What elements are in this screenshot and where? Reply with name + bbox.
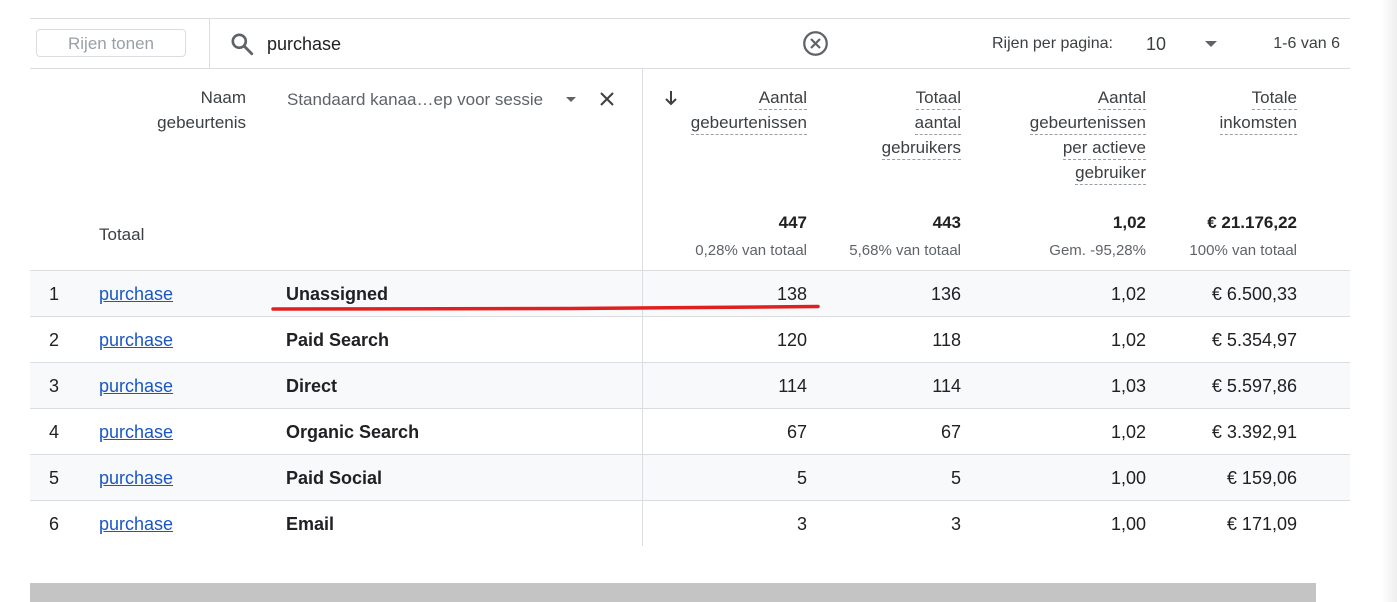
sort-descending-icon[interactable] <box>663 89 679 107</box>
pagination-text: 1-6 van 6 <box>1273 35 1340 52</box>
close-icon[interactable] <box>599 91 615 107</box>
row-index: 5 <box>49 468 60 488</box>
channel-cell: Paid Social <box>286 468 383 488</box>
per-user-cell: 1,02 <box>1110 330 1146 350</box>
per-user-cell: 1,02 <box>1110 422 1146 442</box>
dimension-dropdown-icon[interactable] <box>565 95 577 104</box>
revenue-cell: € 3.392,91 <box>1211 422 1297 442</box>
per-user-cell: 1,03 <box>1110 376 1146 396</box>
row-separator <box>30 454 1350 455</box>
row-separator <box>30 270 1350 271</box>
revenue-cell: € 171,09 <box>1226 514 1297 534</box>
clear-search-icon[interactable] <box>802 30 829 57</box>
row-separator <box>30 408 1350 409</box>
event-count-cell: 3 <box>796 514 807 534</box>
row-index: 1 <box>49 284 60 304</box>
row-index: 3 <box>49 376 60 396</box>
table-row[interactable] <box>30 501 1350 547</box>
dropdown-arrow-icon[interactable] <box>1204 39 1218 49</box>
revenue-cell: € 5.354,97 <box>1211 330 1297 350</box>
toolbar-divider <box>209 18 210 68</box>
table-row[interactable] <box>30 271 1350 317</box>
row-separator <box>30 362 1350 363</box>
event-link[interactable]: purchase <box>99 468 174 488</box>
total-event-count-sub: 0,28% van totaal <box>695 242 807 259</box>
header-total-users[interactable]: Totaal aantal gebruikers <box>881 85 961 160</box>
event-link[interactable]: purchase <box>99 284 174 304</box>
column-divider <box>642 270 643 546</box>
total-event-count: 447 <box>778 213 807 232</box>
header-total-revenue[interactable]: Totale inkomsten <box>1219 85 1297 135</box>
table-row[interactable] <box>30 455 1350 501</box>
event-link[interactable]: purchase <box>99 330 174 350</box>
row-separator <box>30 316 1350 317</box>
per-user-cell: 1,02 <box>1110 284 1146 304</box>
table-row[interactable] <box>30 363 1350 409</box>
horizontal-scrollbar[interactable] <box>30 583 1316 602</box>
channel-cell: Organic Search <box>286 422 420 442</box>
header-events-per-user[interactable]: Aantal gebeurtenissen per actieve gebrui… <box>1029 85 1146 185</box>
users-cell: 67 <box>940 422 961 442</box>
rows-per-page-label: Rijen per pagina: <box>992 35 1113 52</box>
event-count-cell: 67 <box>786 422 807 442</box>
channel-cell: Unassigned <box>286 284 389 304</box>
page-edge-shadow <box>1382 0 1397 602</box>
users-cell: 114 <box>932 376 961 396</box>
table-row[interactable] <box>30 317 1350 363</box>
search-input[interactable]: purchase <box>267 34 342 54</box>
rows-per-page-select[interactable]: 10 <box>1146 34 1167 54</box>
users-cell: 136 <box>930 284 961 304</box>
total-revenue-sub: 100% van totaal <box>1189 242 1297 259</box>
row-index: 4 <box>49 422 60 442</box>
red-annotation-line <box>271 304 820 311</box>
event-link[interactable]: purchase <box>99 376 174 396</box>
totals-label: Totaal <box>99 225 145 244</box>
row-index: 6 <box>49 514 60 534</box>
search-icon <box>231 33 254 56</box>
per-user-cell: 1,00 <box>1110 514 1146 534</box>
row-index: 2 <box>49 330 60 350</box>
channel-cell: Direct <box>286 376 338 396</box>
dimension-select[interactable]: Standaard kanaa…ep voor sessie <box>287 90 544 109</box>
revenue-cell: € 6.500,33 <box>1211 284 1297 304</box>
header-event-count[interactable]: Aantal gebeurtenissen <box>690 85 807 135</box>
event-count-cell: 120 <box>776 330 807 350</box>
total-events-per-user-sub: Gem. -95,28% <box>1049 242 1146 259</box>
show-rows-button[interactable]: Rijen tonen <box>36 29 186 57</box>
event-count-cell: 138 <box>776 284 807 304</box>
revenue-cell: € 159,06 <box>1226 468 1297 488</box>
table-row[interactable] <box>30 409 1350 455</box>
revenue-cell: € 5.597,86 <box>1211 376 1297 396</box>
toolbar-bottom-border <box>30 68 1350 69</box>
row-separator <box>30 500 1350 501</box>
total-users: 443 <box>932 213 961 232</box>
users-cell: 3 <box>950 514 961 534</box>
event-link[interactable]: purchase <box>99 514 174 534</box>
users-cell: 5 <box>950 468 961 488</box>
event-link[interactable]: purchase <box>99 422 174 442</box>
channel-cell: Paid Search <box>286 330 390 350</box>
users-cell: 118 <box>932 330 961 350</box>
per-user-cell: 1,00 <box>1110 468 1146 488</box>
event-count-cell: 114 <box>778 376 807 396</box>
table-top-border <box>30 18 1350 19</box>
header-event-name: Naam gebeurtenis <box>157 88 246 132</box>
total-revenue: € 21.176,22 <box>1207 213 1297 232</box>
event-count-cell: 5 <box>796 468 807 488</box>
total-users-sub: 5,68% van totaal <box>849 242 961 259</box>
channel-cell: Email <box>286 514 335 534</box>
total-events-per-user: 1,02 <box>1112 213 1146 232</box>
